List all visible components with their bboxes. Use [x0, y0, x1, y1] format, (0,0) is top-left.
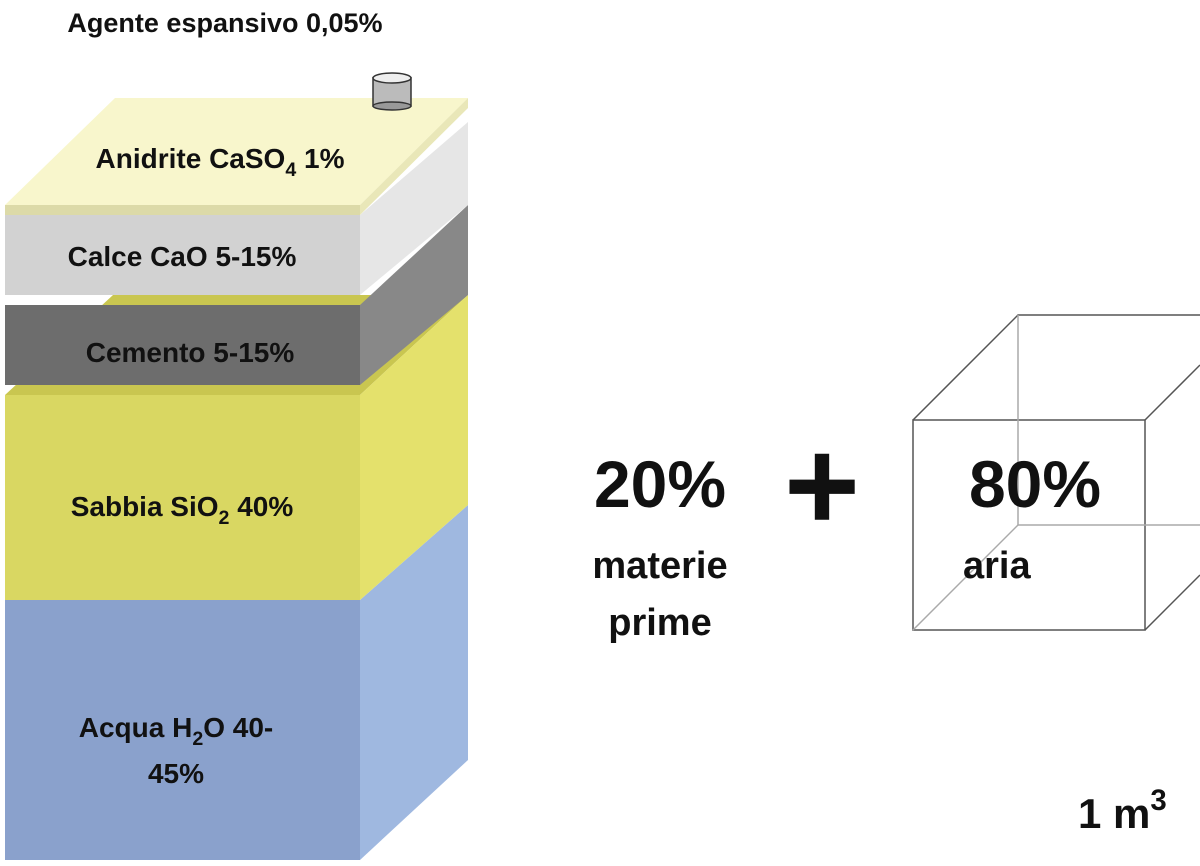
- cube-edge: [1144, 574, 1200, 631]
- volume-part: 1 m: [1078, 790, 1150, 837]
- layer-label: Anidrite CaSO4 1%: [96, 143, 345, 181]
- expander-icon: [372, 72, 412, 111]
- materials-percent: 20%: [594, 447, 726, 521]
- label-part: O 40-: [203, 712, 273, 743]
- layer-front: [5, 215, 360, 295]
- label-part: Sabbia SiO: [71, 491, 219, 522]
- layer-front: [5, 395, 360, 600]
- volume-superscript: 3: [1150, 784, 1166, 817]
- layer-label: Sabbia SiO2 40%: [71, 491, 294, 529]
- layer-front: [5, 205, 360, 215]
- air-label: aria: [963, 545, 1031, 587]
- layer-label: Cemento 5-15%: [86, 337, 295, 368]
- layer-side: [360, 98, 468, 215]
- layer-front: [5, 305, 360, 385]
- cube-edge: [912, 314, 1200, 421]
- air-cube: [912, 314, 1200, 631]
- cube-edge: [1144, 364, 1200, 421]
- label-subscript: 2: [219, 507, 230, 529]
- label-part: 40%: [229, 491, 293, 522]
- volume-label: 1 m3: [1078, 784, 1167, 837]
- layer-label: 45%: [148, 758, 204, 789]
- label-part: Anidrite CaSO: [96, 143, 286, 174]
- materials-label: materie: [592, 545, 727, 587]
- cylinder-base: [372, 101, 412, 111]
- plus-sign: +: [784, 412, 860, 558]
- layer-side: [360, 205, 468, 385]
- layer-front: [5, 600, 360, 860]
- layer-label: Calce CaO 5-15%: [68, 241, 297, 272]
- layer-top: [5, 98, 468, 205]
- cylinder-top: [372, 72, 412, 84]
- layer-side: [360, 505, 468, 860]
- label-subscript: 2: [192, 728, 203, 750]
- label-part: 1%: [296, 143, 344, 174]
- layer-side: [360, 295, 468, 600]
- title: Agente espansivo 0,05%: [67, 8, 382, 38]
- materials-label: prime: [608, 602, 711, 644]
- layer-label: Acqua H2O 40-: [79, 712, 274, 750]
- layer-side: [360, 122, 468, 295]
- air-percent: 80%: [969, 447, 1101, 521]
- cube-hidden-edge: [912, 524, 1019, 631]
- label-part: Acqua H: [79, 712, 193, 743]
- label-subscript: 4: [285, 159, 296, 181]
